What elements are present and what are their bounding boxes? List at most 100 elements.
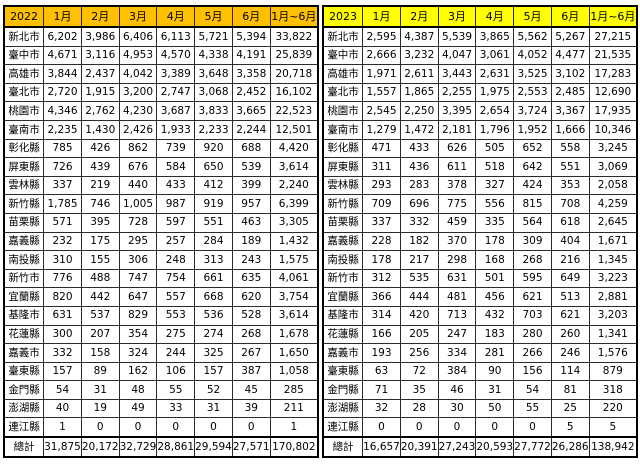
row-label: 臺南市 (3, 119, 45, 140)
row-label: 臺南市 (322, 119, 364, 140)
row-label: 苗栗縣 (322, 212, 364, 233)
value-cell: 182 (399, 231, 439, 252)
value-cell: 312 (362, 268, 401, 289)
row-label: 連江縣 (322, 417, 364, 438)
value-cell: 1,650 (269, 343, 319, 363)
value-cell: 3,203 (588, 305, 638, 326)
value-cell: 5,539 (437, 26, 477, 47)
value-cell: 248 (156, 250, 196, 270)
value-cell: 2,426 (118, 119, 158, 140)
total-label: 總計 (3, 436, 45, 458)
value-cell: 1 (269, 417, 319, 438)
value-cell: 1,975 (475, 82, 515, 103)
row-label: 彰化縣 (322, 138, 364, 159)
value-cell: 4,953 (118, 45, 158, 66)
value-cell: 3,865 (475, 26, 515, 47)
value-cell: 354 (118, 324, 158, 345)
value-cell: 283 (399, 175, 439, 196)
value-cell: 16,102 (269, 82, 319, 103)
row-label: 南投縣 (3, 250, 45, 270)
value-cell: 676 (118, 157, 158, 177)
value-cell: 28 (399, 398, 439, 419)
table-row: 臺北市 2,720 1,915 3,200 2,747 3,068 2,452 16,102 (3, 82, 319, 103)
value-cell: 642 (513, 157, 552, 177)
value-cell: 775 (437, 194, 477, 214)
value-cell: 4,570 (156, 45, 196, 66)
value-cell: 584 (156, 157, 196, 177)
value-cell: 746 (80, 194, 120, 214)
value-cell: 2,058 (588, 175, 638, 196)
value-cell: 2,611 (399, 64, 439, 84)
row-label: 桃園市 (3, 101, 45, 121)
value-cell: 246 (550, 343, 590, 363)
value-cell: 32 (362, 398, 401, 419)
value-cell: 2,762 (80, 101, 120, 121)
total-value: 170,802 (269, 436, 319, 458)
value-cell: 754 (156, 268, 196, 289)
row-label: 臺東縣 (322, 361, 364, 382)
table-row: 澎湖縣 40 19 49 33 31 39 211 (3, 398, 319, 419)
value-cell: 0 (513, 417, 552, 438)
value-cell: 1,345 (588, 250, 638, 270)
table-row: 嘉義市 193 256 334 281 266 246 1,576 (322, 343, 638, 363)
value-cell: 6,399 (269, 194, 319, 214)
value-cell: 40 (43, 398, 82, 419)
row-label: 雲林縣 (3, 175, 45, 196)
value-cell: 488 (80, 268, 120, 289)
value-cell: 162 (118, 361, 158, 382)
column-header: 3月 (437, 5, 477, 28)
value-cell: 55 (513, 398, 552, 419)
row-label: 高雄市 (3, 64, 45, 84)
value-cell: 178 (475, 231, 515, 252)
value-cell: 366 (362, 287, 401, 307)
value-cell: 444 (399, 287, 439, 307)
total-row: 總計 16,657 20,391 27,243 20,593 27,772 26,286 13… (322, 436, 638, 458)
row-label: 基隆市 (322, 305, 364, 326)
table-row: 彰化縣 471 433 626 505 652 558 3,245 (322, 138, 638, 159)
total-value: 27,571 (231, 436, 271, 458)
row-label: 連江縣 (3, 417, 45, 438)
value-cell: 4,387 (399, 26, 439, 47)
row-label: 臺北市 (322, 82, 364, 103)
table-row: 苗栗縣 337 332 459 335 564 618 2,645 (322, 212, 638, 233)
value-cell: 1,666 (550, 119, 590, 140)
table-row: 花蓮縣 166 205 247 183 280 260 1,341 (322, 324, 638, 345)
table-2023: 2023 1月 2月 3月 4月 5月 6月 1月~6月 新北市 2,595 4,387 5,539 3… (322, 5, 638, 459)
value-cell: 17,283 (588, 64, 638, 84)
value-cell: 3,986 (80, 26, 120, 47)
table-row: 連江縣 0 0 0 0 0 5 5 (322, 417, 638, 438)
value-cell: 2,233 (194, 119, 233, 140)
value-cell: 72 (399, 361, 439, 382)
row-label: 南投縣 (322, 250, 364, 270)
table-row: 南投縣 178 217 298 168 268 216 1,345 (322, 250, 638, 270)
value-cell: 5,562 (513, 26, 552, 47)
value-cell: 957 (231, 194, 271, 214)
value-cell: 1,557 (362, 82, 401, 103)
value-cell: 611 (437, 157, 477, 177)
value-cell: 1,678 (269, 324, 319, 345)
row-label: 澎湖縣 (3, 398, 45, 419)
value-cell: 31 (475, 380, 515, 400)
header-row: 2023 1月 2月 3月 4月 5月 6月 1月~6月 (322, 5, 638, 28)
value-cell: 311 (362, 157, 401, 177)
value-cell: 708 (550, 194, 590, 214)
value-cell: 3,614 (269, 157, 319, 177)
value-cell: 3,687 (156, 101, 196, 121)
value-cell: 3,358 (231, 64, 271, 84)
value-cell: 631 (43, 305, 82, 326)
value-cell: 1,671 (588, 231, 638, 252)
table-row: 高雄市 3,844 2,437 4,042 3,389 3,648 3,358 20,718 (3, 64, 319, 84)
value-cell: 1,952 (513, 119, 552, 140)
column-header: 3月 (118, 5, 158, 28)
value-cell: 3,232 (399, 45, 439, 66)
column-header: 2月 (80, 5, 120, 28)
table-row: 高雄市 1,971 2,611 3,443 2,631 3,525 3,102 17,283 (322, 64, 638, 84)
header-row: 2022 1月 2月 3月 4月 5月 6月 1月~6月 (3, 5, 319, 28)
value-cell: 293 (362, 175, 401, 196)
row-label: 桃園市 (322, 101, 364, 121)
value-cell: 189 (231, 231, 271, 252)
column-header: 6月 (550, 5, 590, 28)
column-header: 2月 (399, 5, 439, 28)
row-label: 基隆市 (3, 305, 45, 326)
